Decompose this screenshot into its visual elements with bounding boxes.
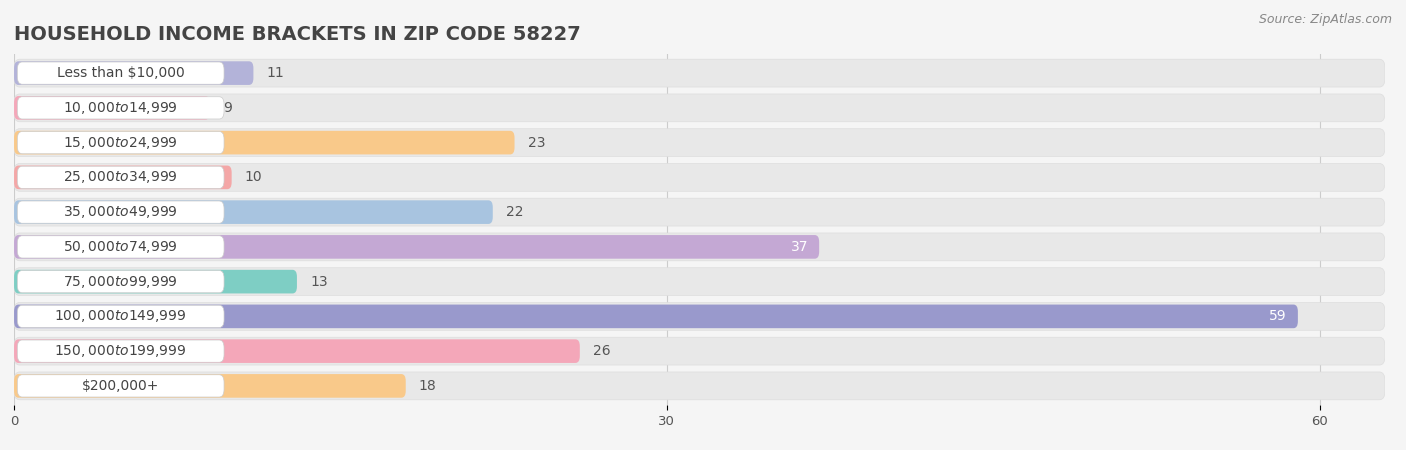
Text: 18: 18 (419, 379, 436, 393)
Text: HOUSEHOLD INCOME BRACKETS IN ZIP CODE 58227: HOUSEHOLD INCOME BRACKETS IN ZIP CODE 58… (14, 25, 581, 44)
Text: $150,000 to $199,999: $150,000 to $199,999 (55, 343, 187, 359)
FancyBboxPatch shape (17, 131, 224, 154)
Text: $10,000 to $14,999: $10,000 to $14,999 (63, 100, 179, 116)
FancyBboxPatch shape (17, 236, 224, 258)
Text: 37: 37 (790, 240, 808, 254)
FancyBboxPatch shape (17, 166, 224, 189)
FancyBboxPatch shape (14, 270, 297, 293)
Text: 11: 11 (267, 66, 284, 80)
FancyBboxPatch shape (17, 305, 224, 328)
Text: 22: 22 (506, 205, 523, 219)
FancyBboxPatch shape (17, 97, 224, 119)
Text: $50,000 to $74,999: $50,000 to $74,999 (63, 239, 179, 255)
Text: 59: 59 (1270, 310, 1286, 324)
FancyBboxPatch shape (14, 268, 1385, 296)
FancyBboxPatch shape (14, 59, 1385, 87)
Text: 23: 23 (527, 135, 546, 149)
FancyBboxPatch shape (14, 166, 232, 189)
Text: $15,000 to $24,999: $15,000 to $24,999 (63, 135, 179, 151)
FancyBboxPatch shape (17, 270, 224, 293)
Text: $75,000 to $99,999: $75,000 to $99,999 (63, 274, 179, 290)
FancyBboxPatch shape (14, 131, 515, 154)
FancyBboxPatch shape (14, 94, 1385, 122)
Text: $200,000+: $200,000+ (82, 379, 159, 393)
FancyBboxPatch shape (14, 233, 1385, 261)
FancyBboxPatch shape (14, 339, 579, 363)
Text: $35,000 to $49,999: $35,000 to $49,999 (63, 204, 179, 220)
FancyBboxPatch shape (14, 302, 1385, 330)
FancyBboxPatch shape (14, 235, 820, 259)
FancyBboxPatch shape (14, 96, 209, 120)
FancyBboxPatch shape (14, 372, 1385, 400)
FancyBboxPatch shape (14, 305, 1298, 328)
FancyBboxPatch shape (14, 374, 406, 398)
Text: $100,000 to $149,999: $100,000 to $149,999 (55, 308, 187, 324)
FancyBboxPatch shape (14, 61, 253, 85)
FancyBboxPatch shape (14, 198, 1385, 226)
Text: 13: 13 (309, 274, 328, 288)
Text: 9: 9 (224, 101, 232, 115)
FancyBboxPatch shape (14, 163, 1385, 191)
Text: 10: 10 (245, 171, 263, 184)
FancyBboxPatch shape (17, 375, 224, 397)
Text: 26: 26 (593, 344, 610, 358)
FancyBboxPatch shape (17, 340, 224, 362)
Text: Less than $10,000: Less than $10,000 (56, 66, 184, 80)
Text: $25,000 to $34,999: $25,000 to $34,999 (63, 169, 179, 185)
FancyBboxPatch shape (17, 201, 224, 223)
FancyBboxPatch shape (14, 200, 492, 224)
FancyBboxPatch shape (14, 337, 1385, 365)
Text: Source: ZipAtlas.com: Source: ZipAtlas.com (1258, 14, 1392, 27)
FancyBboxPatch shape (17, 62, 224, 84)
FancyBboxPatch shape (14, 129, 1385, 157)
